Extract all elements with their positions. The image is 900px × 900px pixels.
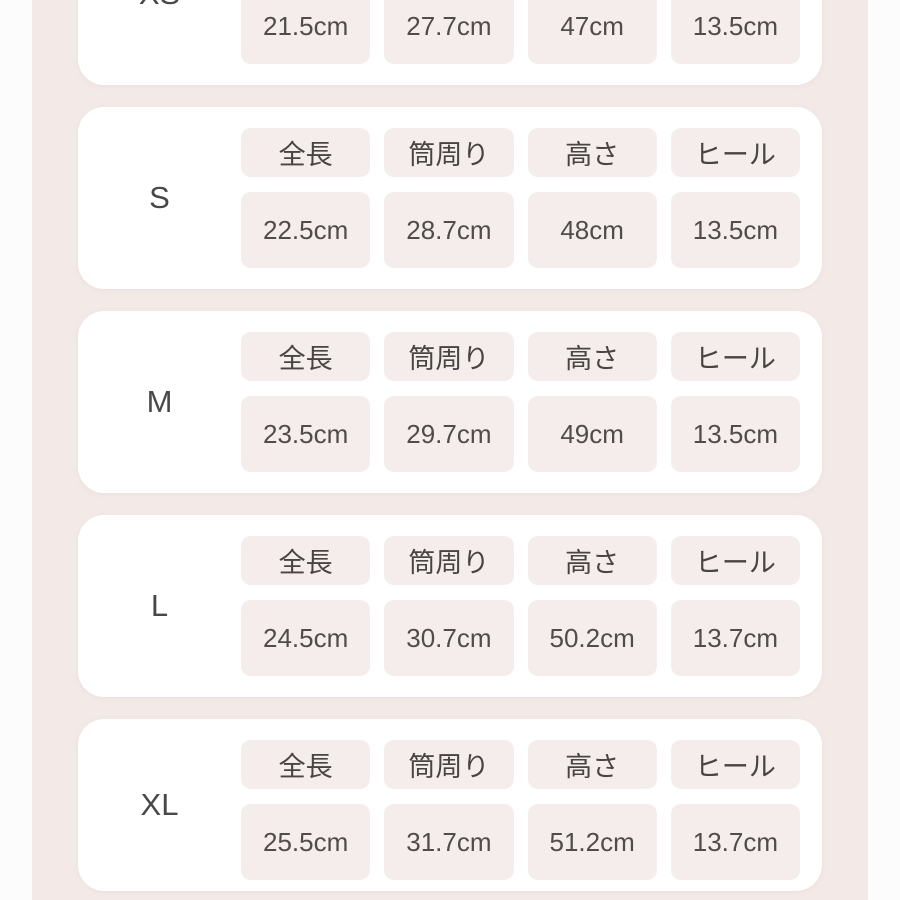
column-header: 筒周り (384, 128, 514, 177)
measurement-value: 13.5cm (670, 192, 800, 268)
measurement-value: 27.7cm (384, 0, 514, 64)
column-header: 筒周り (384, 740, 514, 789)
column-header: ヒール (670, 740, 800, 789)
measurement-value: 47cm (527, 0, 657, 64)
measurement-value: 28.7cm (384, 192, 514, 268)
measurement-grid: 全長 筒周り 高さ ヒール 24.5cm 30.7cm 50.2cm 13.7cm (241, 515, 800, 697)
size-label: S (149, 180, 170, 215)
column-header: 高さ (527, 740, 657, 789)
size-label: L (150, 588, 169, 623)
size-label: XL (140, 787, 179, 822)
measurement-value: 29.7cm (384, 396, 514, 472)
measurement-value: 21.5cm (241, 0, 371, 64)
column-header: 高さ (527, 128, 657, 177)
measurement-value: 51.2cm (527, 804, 657, 880)
column-header: 全長 (241, 332, 371, 381)
measurement-value: 25.5cm (241, 804, 371, 880)
column-header: ヒール (670, 536, 800, 585)
measurement-value: 49cm (527, 396, 657, 472)
measurement-value: 48cm (527, 192, 657, 268)
column-header: ヒール (670, 332, 800, 381)
measurement-value: 22.5cm (241, 192, 371, 268)
measurement-value: 13.5cm (670, 0, 800, 64)
column-header: ヒール (670, 128, 800, 177)
column-header: 筒周り (384, 536, 514, 585)
measurement-value: 24.5cm (241, 600, 371, 676)
column-header: 全長 (241, 536, 371, 585)
column-header: 全長 (241, 740, 371, 789)
measurement-value: 50.2cm (527, 600, 657, 676)
measurement-value: 13.5cm (670, 396, 800, 472)
column-header: 高さ (527, 332, 657, 381)
measurement-value: 30.7cm (384, 600, 514, 676)
column-header: 筒周り (384, 332, 514, 381)
measurement-value: 23.5cm (241, 396, 371, 472)
size-card: XL 全長 筒周り 高さ ヒール 25.5cm 31.7cm 51.2cm 13.7cm (78, 719, 822, 891)
measurement-value: 13.7cm (670, 600, 800, 676)
column-header: 高さ (527, 536, 657, 585)
column-header: 全長 (241, 128, 371, 177)
size-card: L 全長 筒周り 高さ ヒール 24.5cm 30.7cm 50.2cm 13.7cm (78, 515, 822, 697)
size-card: S 全長 筒周り 高さ ヒール 22.5cm 28.7cm 48cm 13.5cm (78, 107, 822, 289)
measurement-value: 13.7cm (670, 804, 800, 880)
measurement-grid: 全長 筒周り 高さ ヒール 22.5cm 28.7cm 48cm 13.5cm (241, 107, 800, 289)
measurement-grid: 全長 筒周り 高さ ヒール 25.5cm 31.7cm 51.2cm 13.7cm (241, 719, 800, 891)
measurement-value: 31.7cm (384, 804, 514, 880)
size-card: M 全長 筒周り 高さ ヒール 23.5cm 29.7cm 49cm 13.5cm (78, 311, 822, 493)
size-label: M (146, 384, 173, 419)
size-label: XS (78, 0, 241, 85)
measurement-grid: 全長 筒周り 高さ ヒール 23.5cm 29.7cm 49cm 13.5cm (241, 311, 800, 493)
